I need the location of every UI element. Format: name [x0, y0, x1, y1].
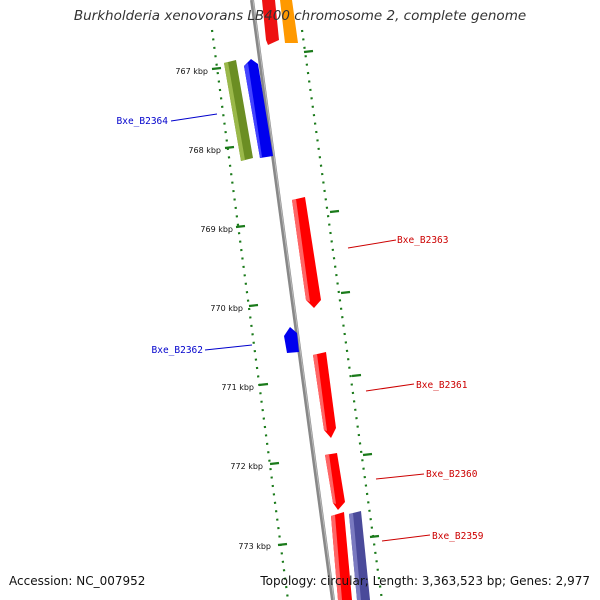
tick-label-772: 772 kbp: [230, 462, 263, 471]
gene-label-Bxe_B2361[interactable]: Bxe_B2361: [416, 380, 468, 391]
gene-label-Bxe_B2359[interactable]: Bxe_B2359: [432, 531, 484, 542]
leader-Bxe_B2364: [170, 113, 218, 122]
leader-Bxe_B2360: [375, 473, 425, 480]
gene-Bxe_B2362[interactable]: [284, 327, 299, 353]
gene-Bxe_B2364[interactable]: [244, 59, 273, 158]
partial-orange-feature-top[interactable]: [280, 0, 298, 43]
tick-label-768: 768 kbp: [188, 146, 221, 155]
tick-label-770: 770 kbp: [210, 304, 243, 313]
gene-Bxe_B2364-highlight: [244, 63, 262, 158]
gene-Bxe_B2363-highlight: [292, 199, 310, 302]
gene-Bxe_B2360-highlight: [325, 454, 336, 504]
gene-label-Bxe_B2360[interactable]: Bxe_B2360: [426, 469, 478, 480]
leader-Bxe_B2361: [365, 383, 415, 392]
tick-marks: [211, 66, 288, 547]
gene-label-Bxe_B2363[interactable]: Bxe_B2363: [397, 235, 448, 246]
tick-mark-771: [258, 382, 269, 387]
partial-red-feature-top[interactable]: [262, 0, 279, 45]
tick-mark-773: [277, 542, 288, 547]
tick-label-773: 773 kbp: [238, 542, 271, 551]
tick-mark-767: [211, 66, 222, 71]
gene-label-Bxe_B2362[interactable]: Bxe_B2362: [152, 345, 203, 356]
olive-feature-highlight: [224, 62, 245, 161]
leader-Bxe_B2359: [381, 534, 431, 542]
genome-backbone-highlight: [252, 0, 335, 600]
tick-label-769: 769 kbp: [200, 225, 233, 234]
tick-mark-768: [224, 145, 235, 150]
tick-label-771: 771 kbp: [221, 383, 254, 392]
inner-tick-track: [210, 29, 290, 600]
tick-mark-769: [235, 224, 246, 229]
genome-backbone: [250, 0, 335, 600]
leader-Bxe_B2363: [347, 239, 397, 249]
topology-text: Topology: circular; Length: 3,363,523 bp…: [260, 574, 590, 588]
purple-feature-highlight: [349, 513, 361, 600]
leader-Bxe_B2362: [204, 344, 253, 351]
gene-label-Bxe_B2364[interactable]: Bxe_B2364: [117, 116, 169, 127]
gene-Bxe_B2359-highlight: [331, 515, 342, 600]
outer-track-dashes: [303, 49, 380, 539]
gene-Bxe_B2361-highlight: [313, 354, 327, 431]
tick-label-767: 767 kbp: [175, 67, 208, 76]
tick-mark-772: [269, 461, 280, 466]
map-title: Burkholderia xenovorans LB400 chromosome…: [73, 8, 527, 24]
tick-mark-770: [248, 303, 259, 308]
accession-text: Accession: NC_007952: [9, 574, 146, 588]
